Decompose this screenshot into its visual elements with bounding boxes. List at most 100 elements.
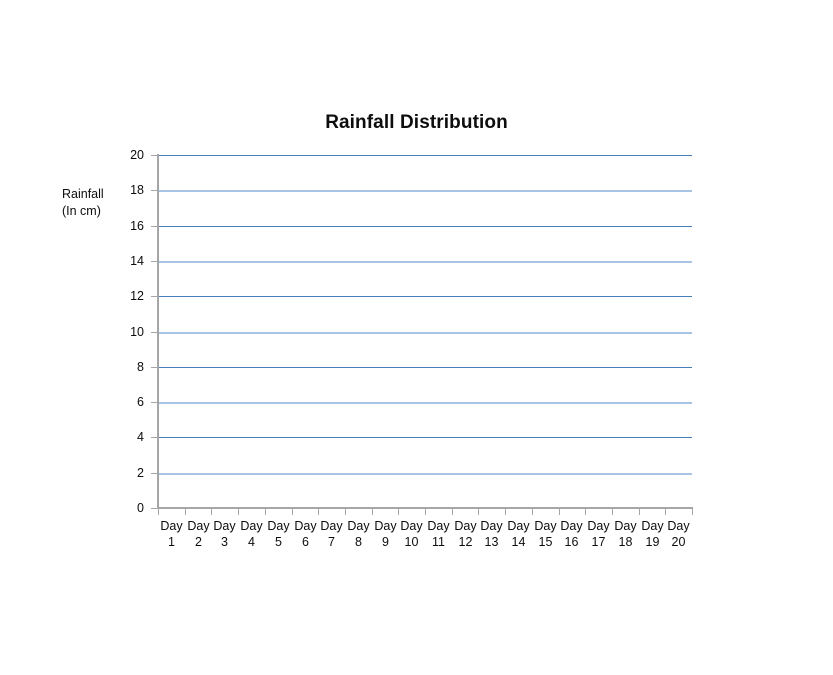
x-axis-tick bbox=[452, 509, 453, 515]
x-axis-tick-label: Day 20 bbox=[665, 518, 692, 550]
gridline bbox=[158, 296, 692, 297]
y-axis-tick-label: 12 bbox=[130, 289, 144, 303]
y-axis-title: Rainfall (In cm) bbox=[62, 186, 154, 220]
x-axis-tick-label-word: Day bbox=[534, 519, 557, 533]
x-axis-tick-label: Day 13 bbox=[478, 518, 505, 550]
x-axis-tick bbox=[585, 509, 586, 515]
x-axis-tick-label: Day 11 bbox=[425, 518, 452, 550]
x-axis-tick-label-word: Day bbox=[641, 519, 664, 533]
x-axis-tick-label: Day 4 bbox=[238, 518, 265, 550]
x-axis-tick-label-number: 16 bbox=[564, 535, 579, 549]
x-axis-tick-label-word: Day bbox=[160, 519, 183, 533]
y-axis-tick-label: 14 bbox=[130, 254, 144, 268]
y-axis-line bbox=[157, 154, 159, 509]
x-axis-tick-label: Day 14 bbox=[505, 518, 532, 550]
x-axis-tick-label-number: 13 bbox=[484, 535, 499, 549]
x-axis-tick bbox=[692, 509, 693, 515]
y-axis-tick bbox=[151, 367, 157, 368]
y-axis-tick-label: 6 bbox=[137, 395, 144, 409]
y-axis-tick-label: 10 bbox=[130, 325, 144, 339]
y-axis-tick-label: 4 bbox=[137, 430, 144, 444]
x-axis-tick-label-number: 14 bbox=[511, 535, 526, 549]
x-axis-tick-label: Day 12 bbox=[452, 518, 479, 550]
y-axis-tick bbox=[151, 296, 157, 297]
y-axis-tick-label: 18 bbox=[130, 183, 144, 197]
x-axis-tick-label-number: 15 bbox=[538, 535, 553, 549]
y-axis-tick bbox=[151, 190, 157, 191]
x-axis-tick-label: Day 8 bbox=[345, 518, 372, 550]
y-axis-tick-label: 8 bbox=[137, 360, 144, 374]
x-axis-tick-label-word: Day bbox=[614, 519, 637, 533]
x-axis-tick bbox=[665, 509, 666, 515]
gridline bbox=[158, 332, 692, 334]
x-axis-tick bbox=[318, 509, 319, 515]
y-axis-tick-label: 20 bbox=[130, 148, 144, 162]
x-axis-tick bbox=[639, 509, 640, 515]
y-axis-title-line-2: (In cm) bbox=[62, 204, 101, 218]
x-axis-tick bbox=[398, 509, 399, 515]
y-axis-tick bbox=[151, 437, 157, 438]
x-axis-tick-label: Day 16 bbox=[558, 518, 585, 550]
y-axis-tick bbox=[151, 226, 157, 227]
gridline bbox=[158, 155, 692, 156]
x-axis-tick-label-word: Day bbox=[374, 519, 397, 533]
y-axis-tick bbox=[151, 155, 157, 156]
x-axis-tick-label-number: 8 bbox=[355, 535, 362, 549]
gridline bbox=[158, 367, 692, 368]
x-axis-tick-label-number: 19 bbox=[645, 535, 660, 549]
x-axis-tick-label: Day 18 bbox=[612, 518, 639, 550]
x-axis-tick-label-word: Day bbox=[560, 519, 583, 533]
x-axis-tick bbox=[559, 509, 560, 515]
x-axis-tick-label-word: Day bbox=[587, 519, 610, 533]
x-axis-tick-label: Day 3 bbox=[211, 518, 238, 550]
gridline bbox=[158, 226, 692, 227]
y-axis-tick bbox=[151, 332, 157, 333]
y-axis-tick bbox=[151, 508, 157, 509]
x-axis-tick-label-word: Day bbox=[213, 519, 236, 533]
y-axis-tick-label: 2 bbox=[137, 466, 144, 480]
gridline bbox=[158, 190, 692, 192]
gridline bbox=[158, 437, 692, 438]
x-axis-tick-label-number: 20 bbox=[671, 535, 686, 549]
x-axis-tick-label-word: Day bbox=[667, 519, 690, 533]
x-axis-tick-label: Day 7 bbox=[318, 518, 345, 550]
y-axis-tick-label: 16 bbox=[130, 219, 144, 233]
x-axis-tick-label: Day 17 bbox=[585, 518, 612, 550]
x-axis-tick-label-number: 12 bbox=[458, 535, 473, 549]
x-axis-tick-label: Day 1 bbox=[158, 518, 185, 550]
x-axis-tick-label-number: 4 bbox=[248, 535, 255, 549]
x-axis-tick-label: Day 2 bbox=[185, 518, 212, 550]
x-axis-tick bbox=[372, 509, 373, 515]
x-axis-tick-label-number: 1 bbox=[168, 535, 175, 549]
x-axis-tick bbox=[532, 509, 533, 515]
x-axis-tick-label-number: 11 bbox=[432, 535, 445, 549]
x-axis-tick-label-number: 7 bbox=[328, 535, 335, 549]
y-axis-tick bbox=[151, 473, 157, 474]
x-axis-tick bbox=[185, 509, 186, 515]
y-axis-title-line-1: Rainfall bbox=[62, 187, 104, 201]
x-axis-tick-label: Day 15 bbox=[532, 518, 559, 550]
y-axis-tick bbox=[151, 261, 157, 262]
x-axis-tick-label-word: Day bbox=[294, 519, 317, 533]
x-axis-tick-label: Day 19 bbox=[639, 518, 666, 550]
x-axis-tick bbox=[345, 509, 346, 515]
x-axis-tick-label-word: Day bbox=[347, 519, 370, 533]
gridline bbox=[158, 402, 692, 404]
x-axis-tick bbox=[158, 509, 159, 515]
x-axis-tick bbox=[612, 509, 613, 515]
x-axis-tick bbox=[505, 509, 506, 515]
x-axis-tick bbox=[292, 509, 293, 515]
x-axis-tick-label-number: 10 bbox=[404, 535, 419, 549]
x-axis-tick-label-number: 5 bbox=[275, 535, 282, 549]
chart-title: Rainfall Distribution bbox=[325, 112, 508, 133]
x-axis-tick bbox=[265, 509, 266, 515]
x-axis-tick bbox=[425, 509, 426, 515]
x-axis-tick-label: Day 5 bbox=[265, 518, 292, 550]
x-axis-tick-label: Day 10 bbox=[398, 518, 425, 550]
x-axis-tick-label-word: Day bbox=[267, 519, 290, 533]
x-axis-tick-label-word: Day bbox=[507, 519, 530, 533]
x-axis-tick-label-number: 18 bbox=[618, 535, 633, 549]
x-axis-tick-label-word: Day bbox=[480, 519, 503, 533]
x-axis-tick bbox=[211, 509, 212, 515]
